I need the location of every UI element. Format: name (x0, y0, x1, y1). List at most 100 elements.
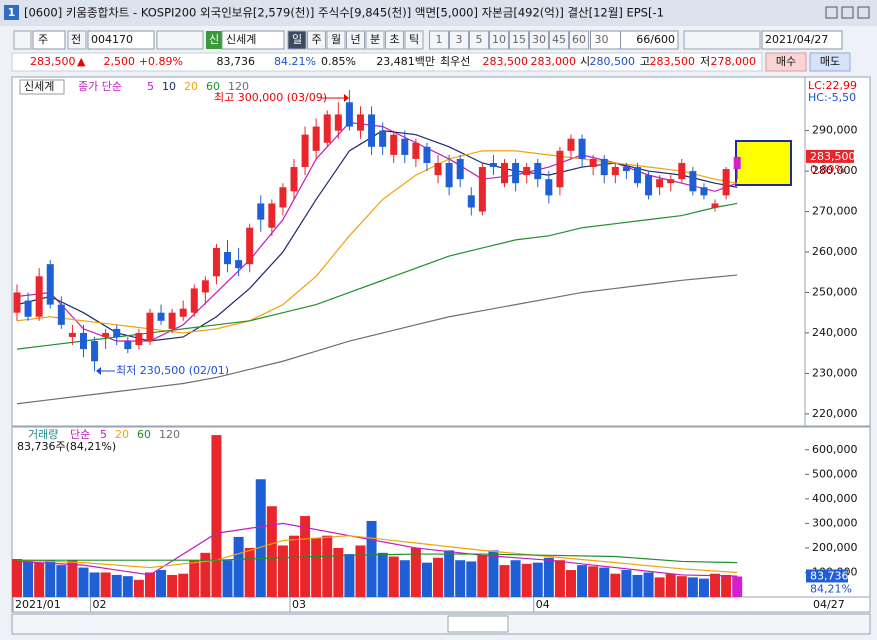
unit-btn[interactable] (404, 30, 424, 50)
unit-btn[interactable] (365, 30, 385, 50)
tick-btn[interactable] (529, 30, 549, 50)
rate: +0.89% (139, 55, 183, 68)
lc: LC:22,99 (808, 79, 857, 92)
x-tick-label: 04 (536, 598, 550, 611)
volume-bar (211, 435, 222, 597)
candle-body (46, 264, 54, 305)
tick-select-box[interactable] (590, 30, 621, 50)
candle-body (279, 187, 287, 208)
volume-legend-label: 단순 (70, 428, 90, 441)
window-buttons[interactable] (825, 6, 870, 19)
volume-bar (421, 562, 432, 597)
unit: 분 (370, 33, 380, 46)
ratio-tag: 84,21% (810, 582, 852, 595)
volume-tag: 83,736 (810, 569, 849, 582)
volume-bar (289, 535, 299, 597)
candle-body (423, 146, 431, 163)
volume-tag-bg (806, 569, 848, 583)
unit: 년 (350, 33, 360, 46)
volume-bar (100, 572, 111, 597)
high-label: 고 (640, 55, 650, 68)
y-tick-label: 270,000 (812, 205, 858, 218)
legend-entry: 120 (228, 80, 249, 93)
candle-body (224, 252, 232, 265)
volume-bar (200, 552, 211, 597)
tick-btn[interactable] (489, 30, 509, 50)
change: 2,500 (104, 55, 136, 68)
volume-bar (399, 560, 410, 597)
tick-btn[interactable] (569, 30, 589, 50)
toggle[interactable] (13, 30, 32, 50)
code-input[interactable] (87, 30, 155, 50)
unit: 초 (389, 33, 399, 46)
maximize[interactable] (841, 6, 854, 19)
best-label: 최우선 (440, 55, 470, 68)
legend-entry: 5 (147, 80, 154, 93)
volume-bar (676, 576, 687, 597)
ask: 283,500 (483, 55, 529, 68)
unit-btn[interactable] (385, 30, 404, 50)
date-box[interactable] (761, 30, 843, 50)
y-tick-label: 500,000 (812, 467, 858, 480)
unit-btn[interactable] (346, 30, 365, 50)
candle-body (312, 126, 320, 151)
search-tools[interactable] (156, 30, 204, 50)
toolbar: 주 전 004170 신 신세계 66/600 2021/04/27 (13, 30, 843, 50)
candle-body (434, 162, 442, 176)
tick-btn[interactable] (429, 30, 449, 50)
y-tick-label: 250,000 (812, 285, 858, 298)
legend-entry: 60 (137, 428, 151, 441)
candle-body (334, 114, 342, 131)
unit: 주 (311, 33, 321, 46)
unit-btn[interactable] (326, 30, 346, 50)
volume-bar (532, 562, 543, 597)
candle-body (68, 332, 76, 337)
volume-bar (144, 572, 155, 597)
tick: 15 (512, 33, 526, 46)
min-label: 최저 230,500 (02/01) (116, 364, 229, 377)
volume-bar (222, 560, 233, 597)
scrollbar[interactable] (11, 613, 871, 635)
tick: 1 (436, 33, 443, 46)
minimize[interactable] (825, 6, 838, 19)
unit-btn[interactable] (307, 30, 326, 50)
sell-btn[interactable] (809, 52, 851, 72)
candle-body (268, 203, 276, 228)
volume-bar (721, 574, 732, 597)
volume-bar (366, 520, 377, 597)
current-box (735, 140, 792, 186)
open: 280,500 (590, 55, 636, 68)
y-tick-label: 400,000 (812, 492, 858, 505)
candle-body (689, 171, 697, 192)
unit-btn[interactable] (287, 30, 307, 50)
candle-body (589, 158, 597, 168)
candle-body (445, 162, 453, 188)
candle-body (113, 328, 121, 337)
tick-btn[interactable] (509, 30, 529, 50)
candle-body (157, 312, 165, 321)
tick-btn[interactable] (469, 30, 489, 50)
chart-tools[interactable] (683, 30, 761, 50)
candle-body (135, 332, 143, 346)
candle-body (235, 260, 243, 269)
tick-btn[interactable] (549, 30, 569, 50)
volume-bar (311, 538, 322, 597)
candle-body (700, 187, 708, 196)
candle-body (24, 300, 32, 317)
volume-bar (477, 555, 488, 597)
volume-bar (333, 547, 344, 597)
prev-btn[interactable] (67, 30, 87, 50)
scroll-thumb[interactable] (447, 615, 509, 633)
period-select[interactable] (32, 30, 66, 50)
tick-btn[interactable] (449, 30, 469, 50)
volume-bar (455, 560, 466, 597)
prev: 전 (71, 33, 81, 46)
close[interactable] (857, 6, 870, 19)
candle-body (290, 167, 298, 192)
candle-body (301, 134, 309, 168)
buy-btn[interactable] (765, 52, 807, 72)
tick: 5 (476, 33, 483, 46)
candle-body (257, 203, 265, 220)
unit: 일 (292, 32, 302, 46)
